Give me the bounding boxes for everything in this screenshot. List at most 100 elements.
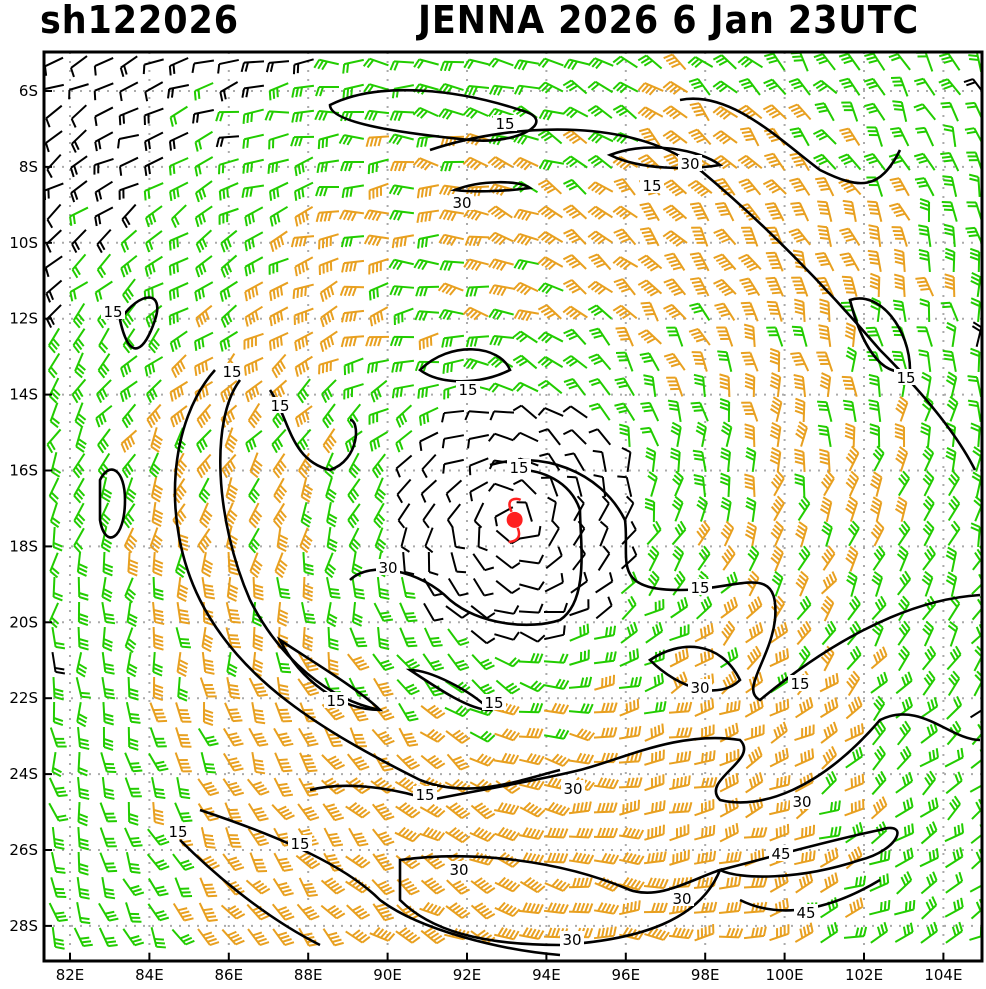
wind-barb xyxy=(587,80,614,94)
wind-barb xyxy=(99,852,118,873)
wind-barb xyxy=(195,304,213,328)
wind-barb xyxy=(946,395,959,422)
wind-barb xyxy=(252,576,264,601)
wind-barb xyxy=(294,256,314,277)
wind-barb xyxy=(246,778,270,796)
wind-barb xyxy=(618,676,642,690)
wind-barb xyxy=(49,502,61,528)
wind-barb xyxy=(273,477,288,504)
wind-barb xyxy=(199,877,218,898)
wind-barb xyxy=(302,551,315,576)
wind-barb xyxy=(152,676,164,702)
wind-barb xyxy=(96,228,112,254)
lat-label: 12S xyxy=(9,310,38,328)
wind-barb xyxy=(621,595,637,621)
contour-label: 15 xyxy=(103,303,122,321)
wind-barb xyxy=(273,852,294,872)
wind-barb xyxy=(101,876,116,900)
wind-barb xyxy=(495,529,521,545)
wind-barb xyxy=(342,58,364,74)
wind-barb xyxy=(415,285,440,297)
wind-barb xyxy=(226,676,241,700)
wind-barb xyxy=(463,358,489,370)
wind-barb xyxy=(249,552,263,579)
wind-barb xyxy=(169,330,188,353)
wind-barb xyxy=(364,109,390,121)
wind-barb xyxy=(369,926,396,942)
wind-barb xyxy=(637,106,664,121)
wind-barb xyxy=(643,374,657,398)
wind-barb xyxy=(593,651,617,665)
lon-label: 98E xyxy=(691,966,720,984)
wind-barb xyxy=(120,229,138,253)
wind-barb xyxy=(489,84,515,96)
wind-barb xyxy=(637,54,663,70)
wind-barb xyxy=(118,156,139,176)
contour-15 xyxy=(418,348,512,383)
wind-barb xyxy=(50,877,67,898)
wind-barb xyxy=(150,927,166,949)
wind-barb xyxy=(970,272,982,298)
wind-barb xyxy=(427,551,439,576)
contour-label-bg xyxy=(324,692,348,708)
wind-barb xyxy=(920,696,939,719)
wind-barb xyxy=(438,108,464,120)
contour-label: 15 xyxy=(690,579,709,597)
contour-label: 15 xyxy=(790,675,809,693)
wind-barb xyxy=(562,79,588,95)
wind-barb xyxy=(819,673,839,693)
wind-barb xyxy=(663,278,687,296)
wind-barb xyxy=(290,135,315,147)
wind-barb xyxy=(920,422,932,448)
wind-barb xyxy=(196,429,212,454)
wind-barb xyxy=(338,209,365,222)
wind-barb xyxy=(721,620,736,646)
wind-barb xyxy=(299,527,313,554)
contour-label-bg xyxy=(268,397,292,413)
wind-barb xyxy=(587,205,613,220)
wind-barb xyxy=(820,571,838,595)
wind-barb xyxy=(450,552,467,574)
wind-barb xyxy=(669,849,690,866)
wind-barb xyxy=(276,526,289,553)
wind-barb xyxy=(313,58,339,71)
wind-barb xyxy=(345,929,371,944)
wind-barb xyxy=(345,802,371,819)
wind-barb xyxy=(537,331,564,344)
wind-barb xyxy=(770,545,784,572)
wind-barb xyxy=(169,380,189,402)
wind-barb xyxy=(77,601,89,627)
wind-barb xyxy=(393,307,414,326)
contour-label: 15 xyxy=(168,823,187,841)
wind-barb xyxy=(838,153,862,171)
wind-barb xyxy=(271,903,295,921)
wind-barb xyxy=(640,401,660,422)
wind-barb xyxy=(325,577,341,599)
contour-label: 30 xyxy=(562,931,581,949)
wind-barb xyxy=(470,877,496,894)
contour-label-bg xyxy=(166,823,190,839)
storm-arm xyxy=(508,527,521,544)
wind-barb xyxy=(147,903,170,922)
wind-barb xyxy=(543,653,569,664)
wind-barb xyxy=(372,853,395,872)
wind-barb xyxy=(124,477,137,504)
wind-barb xyxy=(921,570,934,597)
wind-barb xyxy=(744,697,764,718)
wind-barb xyxy=(472,553,495,572)
wind-barb xyxy=(391,359,415,373)
wind-barb xyxy=(644,800,666,816)
wind-barb xyxy=(323,827,344,847)
wind-barb xyxy=(842,399,857,423)
lat-label: 22S xyxy=(9,689,38,707)
wind-barb xyxy=(769,347,781,373)
wind-barb xyxy=(819,496,833,522)
wind-barb xyxy=(947,620,959,647)
wind-barb xyxy=(242,133,264,149)
wind-barb xyxy=(124,577,137,604)
wind-barb xyxy=(127,726,139,751)
wind-barb xyxy=(637,329,662,345)
wind-barb xyxy=(821,771,837,795)
wind-barb xyxy=(419,901,446,917)
wind-barb xyxy=(441,334,465,348)
